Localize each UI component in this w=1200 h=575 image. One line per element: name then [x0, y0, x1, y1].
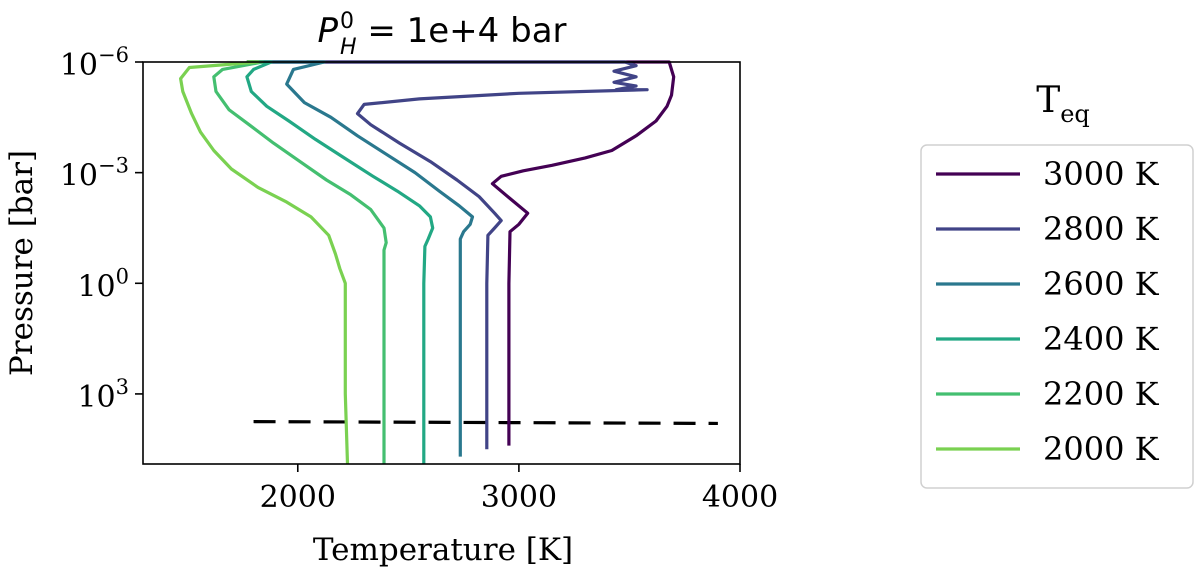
- legend-label: 2600 K: [1043, 265, 1160, 303]
- legend-title-main: T: [1036, 80, 1060, 121]
- legend-frame: [920, 144, 1194, 489]
- y-tick-label: 103: [77, 375, 129, 415]
- y-axis-label: Pressure [bar]: [4, 150, 40, 376]
- title-superscript: 0: [340, 9, 354, 34]
- chart-title: P0 H = 1e+4 bar: [317, 9, 566, 60]
- y-tick-label: 100: [77, 264, 129, 304]
- x-tick-label: 4000: [702, 480, 778, 515]
- y-tick-label: 10−6: [60, 43, 129, 83]
- legend-label: 3000 K: [1043, 155, 1160, 193]
- series-line-2600-k: [246, 60, 475, 457]
- title-subscript: H: [340, 35, 357, 60]
- x-tick-label: 2000: [260, 480, 336, 515]
- title-symbol: P: [317, 11, 338, 51]
- title-rest: = 1e+4 bar: [357, 11, 567, 51]
- legend-label: 2200 K: [1043, 375, 1160, 413]
- y-tick-label: 10−3: [60, 154, 129, 194]
- y-axis: 10−6 10−3 100 103: [60, 43, 143, 415]
- legend-title: Teq: [1036, 80, 1090, 128]
- plot-area: [179, 60, 718, 465]
- legend-label: 2000 K: [1043, 430, 1160, 468]
- series-line-2800-k: [246, 60, 649, 450]
- series-line-2200-k: [212, 60, 388, 464]
- reference-dashed-line: [253, 419, 718, 426]
- axes-frame: [142, 61, 741, 465]
- legend: Teq 3000 K 2800 K 2600 K 2400 K 2200 K 2000 K: [920, 80, 1194, 489]
- legend-items: 3000 K 2800 K 2600 K 2400 K 2200 K 2000 K: [936, 155, 1160, 468]
- series-line-3000-k: [246, 60, 676, 446]
- x-axis-label: Temperature [K]: [313, 532, 573, 568]
- legend-label: 2400 K: [1043, 320, 1160, 358]
- legend-label: 2800 K: [1043, 210, 1160, 248]
- legend-title-sub: eq: [1060, 100, 1090, 128]
- x-axis: 2000 3000 4000: [260, 464, 778, 515]
- x-tick-label: 3000: [481, 480, 557, 515]
- series-line-2400-k: [245, 60, 435, 464]
- series-line-2000-k: [179, 60, 350, 465]
